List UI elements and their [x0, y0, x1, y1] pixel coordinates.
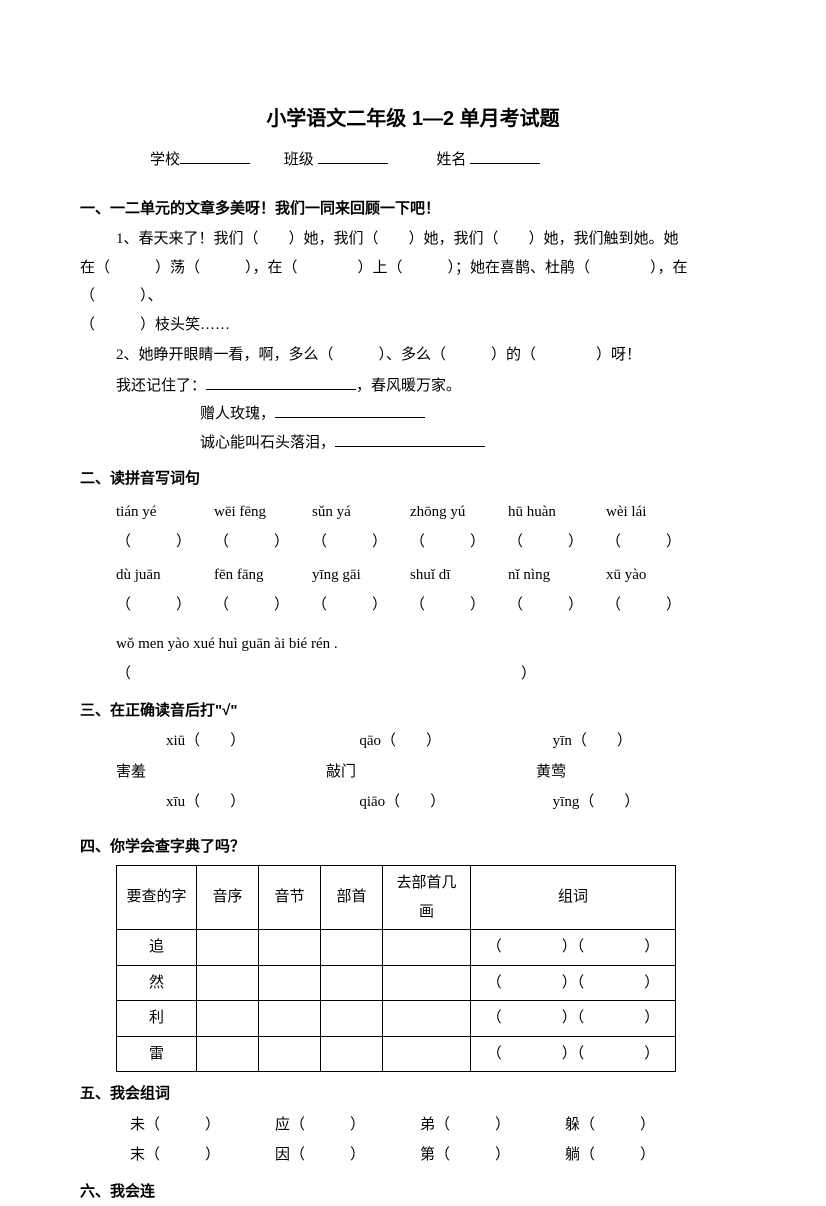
col-header: 音序 — [197, 866, 259, 930]
q1-line3: 我还记住了：，春风暖万家。 — [80, 372, 746, 401]
table-row: 雷 （ ）（ ） — [117, 1036, 676, 1072]
class-label: 班级 — [284, 152, 314, 168]
q3-opt-top: xiū（ ） — [116, 727, 359, 756]
q3-opt-top: qāo（ ） — [359, 727, 552, 756]
q1-line4: 赠人玫瑰， — [80, 400, 746, 429]
q1-line2: 2、她睁开眼睛一看，啊，多么（ ）、多么（ ）的（ ）呀！ — [80, 341, 746, 370]
q3-opt-bottom: qiāo（ ） — [359, 788, 552, 817]
blank-cell: （ ） — [508, 591, 606, 620]
q3-word: 黄莺 — [536, 758, 746, 787]
student-info-line: 学校 班级 姓名 — [80, 146, 746, 175]
pinyin-cell: shuǐ dī — [410, 561, 508, 590]
q2-pinyin-row2: dù juān fēn fāng yīng gāi shuǐ dī nǐ nìn… — [80, 561, 746, 590]
pinyin-cell: hū huàn — [508, 498, 606, 527]
q2-sentence-pinyin: wǒ men yào xué huì guān ài bié rén . — [80, 630, 746, 659]
pinyin-cell: wèi lái — [606, 498, 704, 527]
q5-row1: 未（ ） 应（ ） 弟（ ） 躲（ ） — [80, 1111, 746, 1140]
q1-line1c: （ ）枝头笑…… — [80, 311, 746, 340]
zuci-cell: （ ）（ ） — [471, 965, 676, 1001]
q2-header: 二、读拼音写词句 — [80, 465, 746, 494]
table-row: 追 （ ）（ ） — [117, 930, 676, 966]
pinyin-cell: tián yé — [116, 498, 214, 527]
q5-row2: 末（ ） 因（ ） 第（ ） 躺（ ） — [80, 1141, 746, 1170]
q1-line1a: 1、春天来了！我们（ ）她，我们（ ）她，我们（ ）她，我们触到她。她 — [80, 225, 746, 254]
q3-opt-top: yīn（ ） — [553, 727, 746, 756]
dictionary-table: 要查的字 音序 音节 部首 去部首几画 组词 追 （ ）（ ） 然 （ ）（ ）… — [116, 865, 676, 1072]
zuci-item: 应（ ） — [275, 1111, 420, 1140]
blank-cell: （ ） — [606, 591, 704, 620]
blank-cell: （ ） — [312, 591, 410, 620]
q3-word: 敲门 — [326, 758, 536, 787]
pinyin-cell: yīng gāi — [312, 561, 410, 590]
q3-word: 害羞 — [116, 758, 326, 787]
zuci-cell: （ ）（ ） — [471, 930, 676, 966]
table-row: 利 （ ）（ ） — [117, 1001, 676, 1037]
blank-cell: （ ） — [312, 528, 410, 557]
char-cell: 雷 — [117, 1036, 197, 1072]
col-header: 去部首几画 — [383, 866, 471, 930]
q3-opt-bottom: yīng（ ） — [553, 788, 746, 817]
pinyin-cell: fēn fāng — [214, 561, 312, 590]
char-cell: 利 — [117, 1001, 197, 1037]
blank-cell: （ ） — [508, 528, 606, 557]
blank-cell: （ ） — [214, 591, 312, 620]
zuci-cell: （ ）（ ） — [471, 1001, 676, 1037]
col-header: 要查的字 — [117, 866, 197, 930]
zuci-item: 未（ ） — [130, 1111, 275, 1140]
q3-opt-bottom: xīu（ ） — [116, 788, 359, 817]
q2-paren-row1: （ ） （ ） （ ） （ ） （ ） （ ） — [80, 528, 746, 557]
zuci-item: 因（ ） — [275, 1141, 420, 1170]
q5-header: 五、我会组词 — [80, 1080, 746, 1109]
table-row: 然 （ ）（ ） — [117, 965, 676, 1001]
col-header: 音节 — [259, 866, 321, 930]
pinyin-cell: dù juān — [116, 561, 214, 590]
pinyin-cell: xū yào — [606, 561, 704, 590]
zuci-cell: （ ）（ ） — [471, 1036, 676, 1072]
blank-cell: （ ） — [410, 528, 508, 557]
q3-header: 三、在正确读音后打"√" — [80, 697, 746, 726]
pinyin-cell: wēi fēng — [214, 498, 312, 527]
page-title: 小学语文二年级 1—2 单月考试题 — [80, 100, 746, 138]
school-label: 学校 — [150, 152, 180, 168]
blank-cell: （ ） — [606, 528, 704, 557]
blank-cell: （ ） — [116, 591, 214, 620]
char-cell: 然 — [117, 965, 197, 1001]
q4-header: 四、你学会查字典了吗？ — [80, 833, 746, 862]
pinyin-cell: sǔn yá — [312, 498, 410, 527]
pinyin-cell: nǐ nìng — [508, 561, 606, 590]
pinyin-cell: zhōng yú — [410, 498, 508, 527]
zuci-item: 第（ ） — [420, 1141, 565, 1170]
q1-line5: 诚心能叫石头落泪， — [80, 429, 746, 458]
char-cell: 追 — [117, 930, 197, 966]
q6-header: 六、我会连 — [80, 1178, 746, 1206]
zuci-item: 末（ ） — [130, 1141, 275, 1170]
blank-cell: （ ） — [116, 528, 214, 557]
q1-line1b: 在（ ）荡（ ），在（ ）上（ ）；她在喜鹊、杜鹃（ ），在（ ）、 — [80, 254, 746, 311]
zuci-item: 躺（ ） — [565, 1141, 710, 1170]
q2-pinyin-row1: tián yé wēi fēng sǔn yá zhōng yú hū huàn… — [80, 498, 746, 527]
name-label: 姓名 — [436, 152, 466, 168]
q2-paren-row2: （ ） （ ） （ ） （ ） （ ） （ ） — [80, 591, 746, 620]
col-header: 部首 — [321, 866, 383, 930]
zuci-item: 弟（ ） — [420, 1111, 565, 1140]
table-header-row: 要查的字 音序 音节 部首 去部首几画 组词 — [117, 866, 676, 930]
zuci-item: 躲（ ） — [565, 1111, 710, 1140]
blank-cell: （ ） — [214, 528, 312, 557]
blank-cell: （ ） — [410, 591, 508, 620]
q2-sentence-blank: （ ） — [80, 660, 746, 689]
col-header: 组词 — [471, 866, 676, 930]
q1-header: 一、一二单元的文章多美呀！我们一同来回顾一下吧！ — [80, 195, 746, 224]
